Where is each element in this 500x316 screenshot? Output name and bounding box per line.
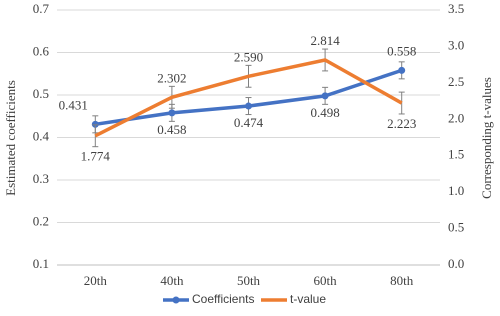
y-axis-title: Estimated coefficients [3, 80, 18, 196]
y-tick-label: 0.2 [33, 213, 49, 228]
y-tick-label: 0.7 [33, 1, 50, 16]
data-label: 0.431 [59, 97, 88, 112]
point [398, 66, 406, 74]
data-label: 2.223 [387, 116, 416, 131]
x-tick-label: 80th [390, 273, 414, 288]
y2-tick-label: 0.0 [448, 256, 464, 271]
x-tick-label: 20th [84, 273, 108, 288]
point [245, 102, 252, 110]
y2-axis-title: Corresponding t-values [479, 77, 494, 199]
series-line [94, 58, 403, 138]
data-label: 0.558 [387, 43, 416, 58]
x-tick-label: 60th [314, 273, 338, 288]
legend: Coefficients t-value [163, 292, 326, 306]
y2-tick-label: 3.5 [448, 1, 464, 16]
y-tick-label: 0.6 [33, 43, 50, 58]
point [168, 109, 176, 117]
data-label: 2.814 [310, 33, 340, 48]
y2-tick-label: 1.5 [448, 147, 464, 162]
x-tick-label: 40th [160, 273, 184, 288]
data-label: 0.458 [157, 122, 186, 137]
data-label: 0.498 [310, 105, 339, 120]
legend-marker [172, 296, 180, 304]
data-label: 2.302 [157, 70, 186, 85]
y2-tick-label: 2.5 [448, 74, 464, 89]
x-tick-label: 50th [237, 273, 261, 288]
data-label: 0.474 [234, 115, 264, 130]
y-tick-label: 0.3 [33, 171, 49, 186]
legend-label: Coefficients [192, 292, 254, 306]
y2-tick-label: 2.0 [448, 110, 464, 125]
data-label: 2.590 [234, 49, 263, 64]
y2-tick-label: 3.0 [448, 37, 464, 52]
data-label: 1.774 [81, 149, 111, 164]
point [321, 92, 329, 100]
y-tick-label: 0.1 [33, 256, 49, 271]
y-tick-label: 0.5 [33, 86, 49, 101]
y-tick-label: 0.4 [33, 128, 50, 143]
legend-label: t-value [290, 292, 326, 306]
y2-tick-label: 1.0 [448, 183, 464, 198]
y2-tick-label: 0.5 [448, 220, 464, 235]
